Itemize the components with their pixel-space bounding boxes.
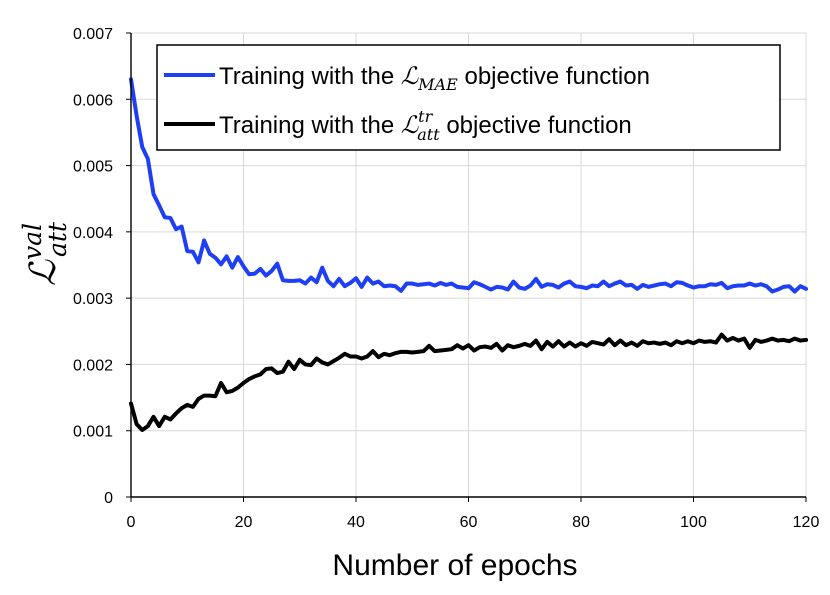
series-line-att (129, 332, 808, 433)
svg-text:ℒvalatt: ℒvalatt (18, 221, 72, 286)
x-tick-label-0: 0 (127, 514, 136, 531)
axes: 0 20 40 60 80 100 120 0 0.001 0.002 0.003 0.004 0.0… (73, 26, 819, 531)
legend-label-mae: Training with the ℒMAE objective functio… (219, 62, 650, 94)
legend-label-mae-prefix: Training with the (219, 63, 401, 90)
x-tick-label-5: 100 (680, 514, 707, 531)
y-tick-label-7: 0.007 (73, 26, 113, 43)
y-axis-title-subscript: att (43, 221, 72, 257)
x-tick-label-2: 40 (347, 514, 365, 531)
legend-label-mae-subscript: MAE (417, 75, 458, 94)
legend: Training with the ℒMAE objective functio… (156, 44, 781, 151)
legend-label-att-superscript: tr (418, 107, 433, 126)
legend-label-mae-script: ℒ (401, 62, 419, 90)
y-axis-title-superscript: val (18, 223, 47, 260)
y-tick-label-6: 0.006 (73, 92, 113, 109)
legend-box (156, 44, 781, 151)
x-axis-title: Number of epochs (332, 549, 577, 582)
y-tick-label-0: 0 (104, 490, 113, 507)
y-tick-label-3: 0.003 (73, 291, 113, 308)
legend-label-att-prefix: Training with the (219, 112, 401, 139)
series-group (129, 77, 808, 433)
series-line-mae (129, 77, 808, 294)
y-axis: 0 0.001 0.002 0.003 0.004 0.005 0.006 0.007 (73, 26, 132, 507)
x-axis: 0 20 40 60 80 100 120 (127, 496, 820, 531)
x-tick-label-3: 60 (460, 514, 478, 531)
y-axis-title: ℒvalatt (18, 221, 72, 286)
x-tick-label-6: 120 (793, 514, 820, 531)
y-tick-label-5: 0.005 (73, 159, 113, 176)
legend-label-att-script: ℒ (401, 111, 419, 139)
legend-label-mae-suffix: objective function (458, 63, 650, 90)
y-tick-label-4: 0.004 (73, 225, 113, 242)
legend-label-att: Training with the ℒtr att objective funct… (219, 107, 632, 144)
legend-label-att-suffix: objective function (440, 112, 632, 139)
x-tick-label-4: 80 (572, 514, 590, 531)
y-tick-label-2: 0.002 (73, 357, 113, 374)
x-tick-label-1: 20 (235, 514, 253, 531)
legend-label-att-subscript: att (417, 125, 440, 144)
y-axis-title-script: ℒ (23, 259, 64, 286)
y-tick-label-1: 0.001 (73, 424, 113, 441)
